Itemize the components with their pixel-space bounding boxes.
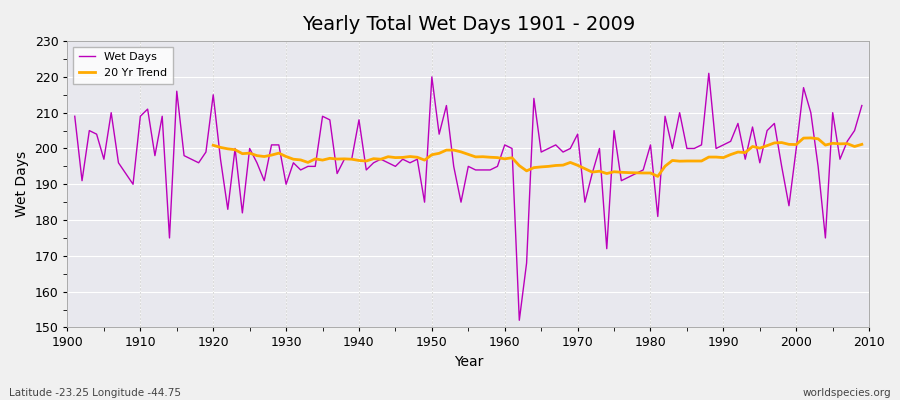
20 Yr Trend xyxy=(667,158,678,163)
20 Yr Trend xyxy=(208,143,219,148)
Wet Days xyxy=(288,160,299,165)
Wet Days xyxy=(332,171,343,176)
Title: Yearly Total Wet Days 1901 - 2009: Yearly Total Wet Days 1901 - 2009 xyxy=(302,15,634,34)
20 Yr Trend xyxy=(295,158,306,162)
Line: Wet Days: Wet Days xyxy=(75,73,862,320)
Y-axis label: Wet Days: Wet Days xyxy=(15,151,29,217)
Wet Days xyxy=(514,318,525,323)
Wet Days xyxy=(492,164,503,169)
20 Yr Trend xyxy=(652,174,663,179)
20 Yr Trend xyxy=(405,154,416,159)
Wet Days xyxy=(128,182,139,187)
20 Yr Trend xyxy=(857,142,868,147)
20 Yr Trend xyxy=(769,140,779,145)
X-axis label: Year: Year xyxy=(454,355,483,369)
Wet Days xyxy=(69,114,80,119)
20 Yr Trend xyxy=(754,146,765,150)
20 Yr Trend xyxy=(842,141,852,146)
Wet Days xyxy=(500,142,510,147)
20 Yr Trend xyxy=(806,136,816,140)
Wet Days xyxy=(704,71,715,76)
Wet Days xyxy=(857,103,868,108)
Text: worldspecies.org: worldspecies.org xyxy=(803,388,891,398)
Line: 20 Yr Trend: 20 Yr Trend xyxy=(213,138,862,176)
Wet Days xyxy=(594,146,605,151)
Text: Latitude -23.25 Longitude -44.75: Latitude -23.25 Longitude -44.75 xyxy=(9,388,181,398)
Legend: Wet Days, 20 Yr Trend: Wet Days, 20 Yr Trend xyxy=(73,47,173,84)
